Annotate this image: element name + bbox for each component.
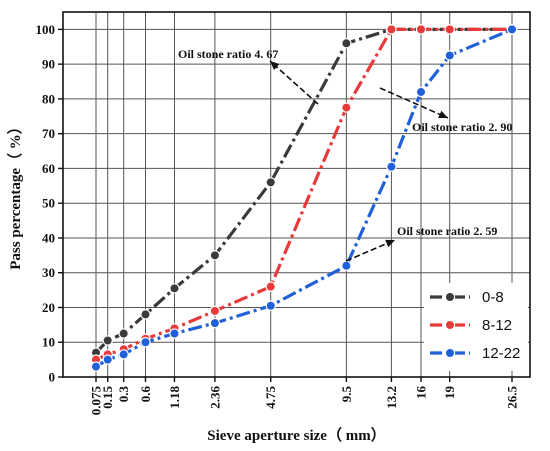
data-point-0-8: [341, 38, 352, 49]
legend: 0-8 8-12 12-22: [424, 283, 528, 371]
y-tick-label: 50: [42, 196, 55, 211]
data-point-12-22: [169, 328, 180, 339]
x-tick-label: 0.6: [138, 386, 153, 403]
legend-label-0-8: 0-8: [482, 289, 504, 306]
y-tick-label: 70: [42, 126, 55, 141]
data-point-0-8: [102, 335, 113, 346]
y-axis-title: Pass percentage（ %）: [6, 119, 24, 270]
data-point-8-12: [444, 24, 455, 35]
annotation-label-3: Oil stone ratio 2. 59: [397, 224, 497, 238]
data-point-12-22: [444, 50, 455, 61]
data-point-12-22: [265, 300, 276, 311]
y-tick-label: 40: [42, 230, 55, 245]
y-tick-label: 30: [42, 265, 55, 280]
x-tick-label: 0.075: [89, 386, 104, 416]
x-tick-label: 9.5: [339, 386, 354, 403]
x-tick-label: 0.3: [116, 386, 131, 403]
data-point-8-12: [415, 24, 427, 35]
data-point-12-22: [415, 86, 427, 98]
y-tick-label: 90: [42, 57, 55, 72]
annotation-arrow-1-head: [270, 61, 280, 70]
x-axis-title: Sieve aperture size（ mm）: [207, 426, 385, 444]
x-tick-label: 19: [442, 386, 457, 400]
x-tick-label: 16: [414, 386, 429, 400]
y-tick-label: 0: [49, 370, 56, 385]
data-point-0-8: [265, 177, 276, 188]
series-layer: [90, 24, 518, 372]
y-tick-label: 60: [42, 161, 55, 176]
data-point-12-22: [209, 317, 221, 329]
legend-marker-12-22: [444, 347, 456, 359]
y-tick-label: 10: [42, 335, 55, 350]
annotation-arrow-2-line: [379, 87, 449, 119]
data-point-12-22: [140, 337, 151, 348]
data-point-0-8: [140, 309, 151, 320]
x-tick-label: 2.36: [207, 386, 222, 409]
data-point-12-22: [386, 161, 397, 172]
y-tick-label: 80: [42, 91, 55, 106]
annotation-arrow-2-head: [438, 110, 448, 119]
legend-marker-0-8: [444, 291, 456, 303]
plot-frame: [62, 11, 531, 378]
data-point-12-22: [102, 354, 113, 365]
data-point-0-8: [209, 250, 221, 261]
x-tick-label: 26.5: [505, 386, 520, 409]
y-tick-label: 20: [42, 300, 55, 315]
data-point-0-8: [118, 328, 129, 339]
x-tick-label: 13.2: [384, 386, 399, 409]
data-point-8-12: [386, 24, 397, 35]
legend-label-8-12: 8-12: [482, 317, 512, 334]
data-point-12-22: [90, 361, 102, 372]
data-point-0-8: [169, 283, 180, 294]
x-tick-label: 4.75: [263, 386, 278, 409]
annotation-arrow-3-head: [385, 239, 395, 248]
legend-label-12-22: 12-22: [482, 345, 520, 362]
annotation-label-2: Oil stone ratio 2. 90: [412, 120, 512, 134]
annotation-arrow-1-line: [269, 60, 319, 105]
x-tick-label: 1.18: [167, 386, 182, 409]
annotation-layer: Oil stone ratio 4. 67 Oil stone ratio 2. …: [178, 47, 512, 262]
data-point-8-12: [341, 102, 352, 113]
data-point-12-22: [341, 260, 352, 271]
x-tick-label: 0.15: [100, 386, 115, 409]
data-point-8-12: [209, 305, 221, 317]
data-point-12-22: [506, 24, 518, 35]
data-point-8-12: [265, 281, 276, 292]
y-tick-label: 100: [36, 22, 56, 37]
data-point-12-22: [118, 349, 129, 360]
legend-marker-8-12: [444, 319, 456, 331]
annotation-label-1: Oil stone ratio 4. 67: [178, 47, 278, 61]
